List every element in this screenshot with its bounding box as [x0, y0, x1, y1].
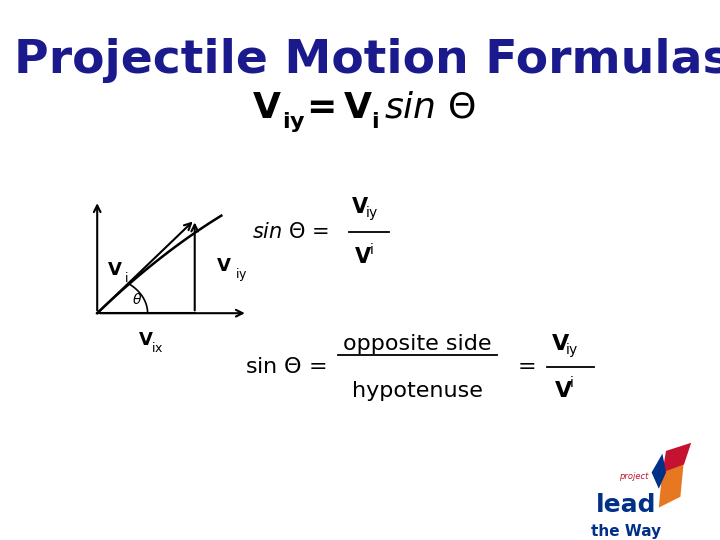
Text: =: =	[518, 357, 544, 377]
Text: $\mathbf{V}$: $\mathbf{V}$	[351, 197, 369, 217]
Text: $\mathbf{V}$: $\mathbf{V}$	[252, 91, 282, 125]
Text: $\theta$: $\theta$	[132, 292, 142, 307]
Text: $\mathbf{i}$: $\mathbf{i}$	[371, 111, 379, 132]
Text: $\mathrm{iy}$: $\mathrm{iy}$	[365, 205, 379, 222]
Text: lead: lead	[596, 493, 657, 517]
Text: $\mathbf{V}$: $\mathbf{V}$	[551, 334, 570, 354]
Text: $\mathrm{i}$: $\mathrm{i}$	[124, 271, 128, 285]
Text: $\mathbf{V}$: $\mathbf{V}$	[354, 247, 372, 267]
Text: $\mathbf{= V}$: $\mathbf{= V}$	[299, 91, 373, 125]
Text: project: project	[619, 471, 648, 481]
Text: $\mathbf{V}$: $\mathbf{V}$	[215, 258, 231, 275]
Text: $\it{sin}$ $\Theta$: $\it{sin}$ $\Theta$	[384, 91, 475, 125]
Text: $\mathrm{i}$: $\mathrm{i}$	[569, 375, 573, 390]
Text: $\mathrm{i}$: $\mathrm{i}$	[369, 242, 373, 257]
Text: $\mathrm{ix}$: $\mathrm{ix}$	[150, 341, 163, 355]
Text: Projectile Motion Formulas: Projectile Motion Formulas	[14, 38, 720, 83]
Text: $\mathrm{iy}$: $\mathrm{iy}$	[565, 341, 579, 359]
Text: $\mathbf{iy}$: $\mathbf{iy}$	[282, 110, 306, 133]
Text: $\mathbf{V}$: $\mathbf{V}$	[107, 261, 122, 279]
Text: $\mathbf{V}$: $\mathbf{V}$	[554, 381, 574, 401]
Text: sin $\Theta$ =: sin $\Theta$ =	[245, 357, 329, 377]
Text: the Way: the Way	[591, 524, 662, 539]
Text: $\mathrm{iy}$: $\mathrm{iy}$	[235, 266, 248, 283]
Text: $\it{sin}$ $\Theta$ =: $\it{sin}$ $\Theta$ =	[252, 222, 331, 242]
Polygon shape	[652, 454, 666, 489]
Text: opposite side: opposite side	[343, 334, 492, 354]
Polygon shape	[659, 459, 684, 508]
Polygon shape	[662, 443, 691, 472]
Text: $\mathbf{V}$: $\mathbf{V}$	[138, 331, 154, 349]
Text: hypotenuse: hypotenuse	[352, 381, 483, 401]
